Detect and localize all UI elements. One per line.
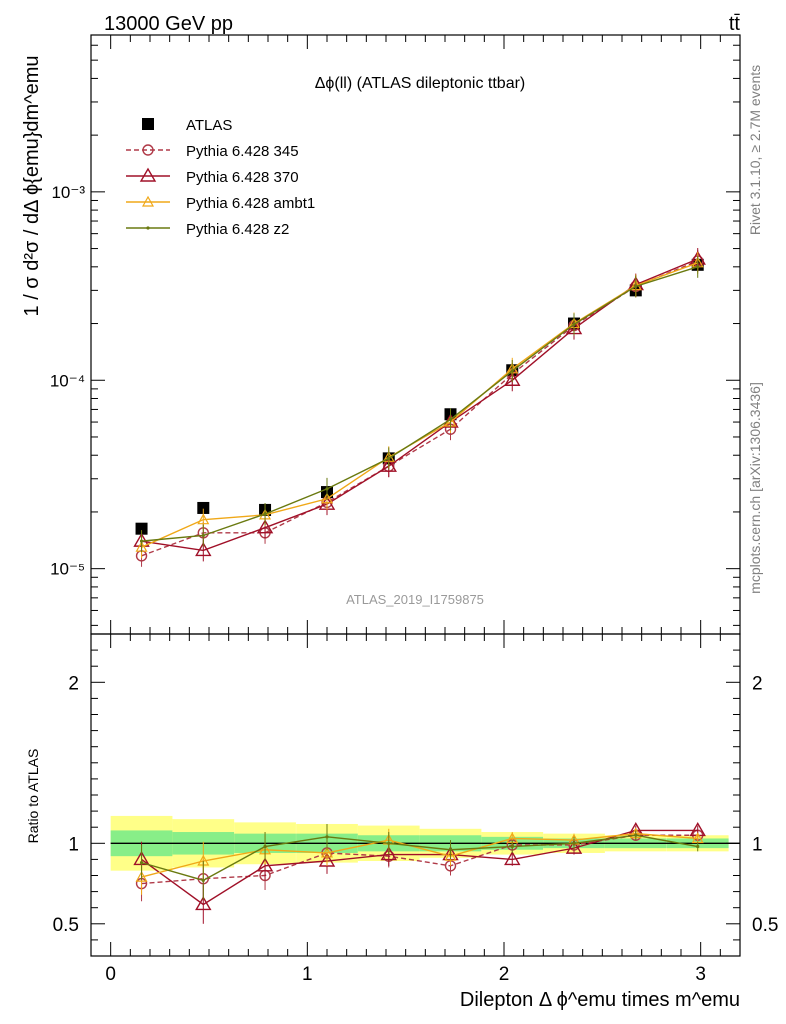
legend-marker-pythia-6-428-z2	[146, 226, 150, 230]
ratio-point-pythia-6-428-z2	[572, 841, 576, 845]
series-line-pythia-6-428-z2	[141, 266, 698, 542]
legend-label-pythia-6-428-370: Pythia 6.428 370	[186, 169, 299, 186]
upper-panel: 10⁻⁵ 10⁻⁴ 10⁻³ ATLAS Pythia 6.428 345 Pythia …	[50, 34, 741, 635]
ratio-line-pythia-6-428-345	[141, 834, 698, 885]
ratio-point-pythia-6-428-z2	[139, 861, 144, 865]
lower-y-tick-label-right: 1	[752, 834, 763, 855]
data-point-pythia-6-428-z2	[696, 265, 700, 269]
ratio-point-pythia-6-428-ambt1	[444, 849, 457, 861]
legend-marker-pythia-6-428-ambt1	[141, 195, 155, 207]
data-point-pythia-6-428-370	[380, 457, 397, 472]
ratio-point-pythia-6-428-z2	[325, 835, 329, 839]
ratio-line-pythia-6-428-z2	[141, 834, 698, 882]
data-point-pythia-6-428-z2	[139, 539, 144, 543]
x-axis-title: Dilepton Δ ϕ^emu times m^emu	[460, 989, 740, 1011]
ratio-point-pythia-6-428-z2	[696, 844, 700, 849]
ratio-point-pythia-6-428-z2	[263, 844, 267, 849]
data-point-pythia-6-428-z2	[572, 322, 576, 326]
ratio-line-pythia-6-428-ambt1	[141, 832, 698, 878]
lower-y-axis-title: Ratio to ATLAS	[25, 749, 41, 844]
ratio-point-pythia-6-428-ambt1	[320, 846, 334, 858]
ratio-point-pythia-6-428-370	[565, 839, 583, 854]
legend-label-atlas: ATLAS	[186, 117, 232, 134]
lower-panel: 0.5 0.5 1 1 2 2 0 1 2 3	[53, 633, 778, 985]
data-point-pythia-6-428-z2	[263, 512, 267, 516]
data-point-pythia-6-428-z2	[510, 369, 514, 373]
upper-y-tick-label: 10⁻³	[51, 183, 85, 202]
x-tick-label: 0	[105, 964, 116, 985]
ratio-point-pythia-6-428-370	[504, 851, 521, 866]
x-tick-label: 2	[499, 964, 510, 985]
ratio-point-pythia-6-428-370	[380, 846, 397, 861]
series-line-pythia-6-428-370	[141, 258, 698, 552]
header-process-label: tt̄	[729, 13, 741, 35]
x-tick-label: 1	[302, 964, 313, 985]
lower-y-tick-label: 2	[68, 673, 79, 694]
legend-marker-pythia-6-428-370	[139, 167, 157, 182]
upper-y-axis-title: 1 / σ d²σ / dΔ ϕ{emu}dm^emu	[21, 56, 43, 317]
data-point-pythia-6-428-z2	[634, 284, 638, 288]
ratio-point-pythia-6-428-z2	[387, 841, 391, 845]
data-point-pythia-6-428-z2	[448, 417, 453, 421]
x-tick-label: 3	[695, 964, 706, 985]
upper-y-tick-label: 10⁻⁵	[50, 560, 85, 579]
ratio-point-pythia-6-428-370	[256, 857, 274, 872]
lower-y-tick-label: 0.5	[53, 915, 79, 936]
upper-panel-title: Δϕ(ll) (ATLAS dileptonic ttbar)	[315, 75, 526, 92]
legend-label-pythia-6-428-ambt1: Pythia 6.428 ambt1	[186, 195, 315, 212]
ratio-point-pythia-6-428-z2	[634, 833, 638, 837]
ratio-point-pythia-6-428-ambt1	[135, 870, 148, 882]
ratio-point-pythia-6-428-z2	[201, 878, 205, 882]
legend-label-pythia-6-428-z2: Pythia 6.428 z2	[186, 221, 289, 238]
data-point-pythia-6-428-z2	[387, 456, 391, 460]
data-point-pythia-6-428-370	[195, 542, 212, 557]
analysis-watermark: ATLAS_2019_I1759875	[346, 592, 484, 607]
ratio-point-pythia-6-428-z2	[448, 848, 453, 852]
legend-marker-pythia-6-428-345	[142, 144, 154, 156]
data-point-atlas	[197, 501, 210, 514]
ratio-point-pythia-6-428-370	[318, 852, 336, 867]
data-point-pythia-6-428-ambt1	[197, 513, 210, 525]
ratio-point-pythia-6-428-370	[195, 896, 212, 911]
data-point-pythia-6-428-370	[256, 519, 274, 534]
lower-y-tick-label-right: 0.5	[752, 915, 778, 936]
data-point-pythia-6-428-z2	[201, 533, 205, 538]
header-energy-label: 13000 GeV pp	[104, 13, 233, 35]
upper-y-tick-label: 10⁻⁴	[50, 371, 85, 390]
series-line-pythia-6-428-345	[141, 260, 698, 557]
data-point-pythia-6-428-ambt1	[320, 492, 334, 504]
series-line-pythia-6-428-ambt1	[141, 262, 698, 548]
legend-marker-atlas	[142, 118, 154, 130]
data-point-atlas	[135, 522, 148, 535]
ratio-point-pythia-6-428-z2	[510, 844, 514, 849]
data-point-pythia-6-428-z2	[325, 487, 329, 491]
mcplots-credit-label: mcplots.cern.ch [arXiv:1306.3436]	[747, 382, 763, 594]
lower-y-tick-label-right: 2	[752, 673, 763, 694]
rivet-version-label: Rivet 3.1.10, ≥ 2.7M events	[747, 65, 763, 235]
data-point-pythia-6-428-370	[504, 371, 521, 386]
legend-label-pythia-6-428-345: Pythia 6.428 345	[186, 143, 299, 160]
lower-y-tick-label: 1	[68, 834, 79, 855]
lower-frame	[90, 633, 741, 957]
